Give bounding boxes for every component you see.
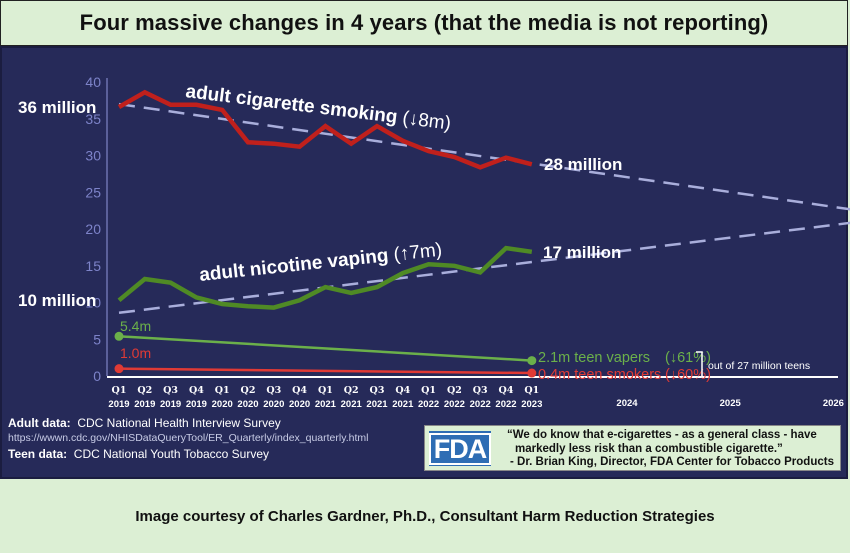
y-tick-label: 35 — [85, 111, 101, 127]
vaping-start-label: 10 million — [18, 291, 96, 310]
x-tick-quarter: Q2 — [447, 385, 462, 396]
y-tick-label: 20 — [85, 221, 101, 237]
x-tick-quarter: Q4 — [292, 385, 307, 396]
cigarette-title-group: adult cigarette smoking (↓8m) — [184, 81, 452, 134]
fda-quote: “We do know that e-cigarettes - as a gen… — [507, 429, 834, 470]
x-tick-future-year: 2026 — [823, 398, 844, 409]
y-tick-label: 40 — [85, 74, 101, 90]
y-tick-label: 10 — [85, 295, 101, 311]
x-tick-year: 2020 — [289, 399, 310, 410]
data-sources: Adult data: CDC National Health Intervie… — [8, 416, 368, 462]
teen-smokers-start-label: 1.0m — [120, 345, 151, 361]
cigarette-change: (↓8m) — [401, 108, 452, 135]
teen-bracket — [696, 351, 703, 378]
y-tick-label: 30 — [85, 148, 101, 164]
teen-total-annotation: out of 27 million teens — [708, 360, 810, 372]
teen-source-value: CDC National Youth Tobacco Survey — [73, 447, 270, 461]
x-tick-quarter: Q3 — [473, 385, 488, 396]
y-tick-label: 5 — [93, 331, 101, 347]
x-tick-quarter: Q4 — [189, 385, 204, 396]
adult-source-url[interactable]: https://wwwn.cdc.gov/NHISDataQueryTool/E… — [8, 432, 369, 444]
x-tick-year: 2019 — [108, 399, 129, 410]
x-tick-quarter: Q1 — [524, 385, 539, 396]
x-tick-year: 2022 — [495, 399, 516, 410]
vaping-title-group: adult nicotine vaping (↑7m) — [198, 240, 443, 286]
teen-smokers-change: (↓60%) — [665, 367, 711, 383]
chart-panel — [0, 46, 848, 479]
teen-smokers-end-point — [527, 368, 537, 378]
cigarette-end-label: 28 million — [544, 155, 622, 174]
x-tick-quarter: Q2 — [344, 385, 359, 396]
teen-smokers-line — [118, 367, 532, 375]
teen-source: Teen data: CDC National Youth Tobacco Su… — [8, 447, 368, 462]
x-tick-year: 2022 — [470, 399, 491, 410]
adult-source-label: Adult data: — [8, 416, 71, 430]
footer: Image courtesy of Charles Gardner, Ph.D.… — [0, 479, 850, 553]
x-tick-year: 2023 — [521, 399, 542, 410]
x-tick-year: 2020 — [237, 399, 258, 410]
x-tick-year: 2019 — [160, 399, 181, 410]
x-tick-quarter: Q3 — [163, 385, 178, 396]
fda-logo: FDA — [428, 431, 492, 466]
teen-vapers-start-label: 5.4m — [120, 318, 151, 334]
teen-source-label: Teen data: — [8, 447, 68, 461]
x-tick-quarter: Q4 — [499, 385, 514, 396]
title-bar: Four massive changes in 4 years (that th… — [0, 0, 848, 46]
x-tick-future-year: 2025 — [720, 398, 742, 409]
x-tick-quarter: Q3 — [266, 385, 281, 396]
vaping-title-text: adult nicotine vaping — [198, 245, 394, 286]
quote-attribution: - Dr. Brian King, Director, FDA Center f… — [510, 456, 834, 468]
x-tick-year: 2021 — [366, 399, 388, 410]
x-tick-year: 2021 — [315, 399, 337, 410]
teen-smokers-end-label: 0.4m teen smokers — [538, 367, 661, 383]
x-tick-quarter: Q2 — [241, 385, 256, 396]
adult-source: Adult data: CDC National Health Intervie… — [8, 416, 368, 431]
teen-vapers-end-point — [527, 356, 537, 366]
x-tick-year: 2021 — [392, 399, 414, 410]
x-tick-quarter: Q1 — [112, 385, 127, 396]
x-tick-year: 2022 — [418, 399, 439, 410]
x-tick-quarter: Q1 — [215, 385, 230, 396]
cigarette-series-title: adult cigarette smoking (↓8m) — [184, 81, 452, 134]
y-tick-label: 0 — [93, 368, 101, 384]
series-lines — [114, 89, 537, 378]
vaping-series-title: adult nicotine vaping (↑7m) — [198, 240, 443, 286]
cigarette-start-label: 36 million — [18, 98, 96, 117]
footer-credit: Image courtesy of Charles Gardner, Ph.D.… — [135, 507, 715, 525]
x-tick-quarter: Q2 — [137, 385, 152, 396]
x-tick-quarter: Q4 — [395, 385, 410, 396]
x-tick-quarter: Q1 — [318, 385, 333, 396]
teen-smokers-start-point — [114, 364, 124, 374]
cigarette-title-text: adult cigarette smoking — [184, 81, 403, 128]
vaping-end-label: 17 million — [543, 243, 621, 262]
x-tick-future-year: 2024 — [616, 398, 638, 409]
x-tick-year: 2020 — [263, 399, 284, 410]
axes: 0510152025303540Q12019Q22019Q32019Q42019… — [85, 74, 844, 410]
fda-quote-box: FDA “We do know that e-cigarettes - as a… — [424, 425, 841, 471]
chart-title: Four massive changes in 4 years (that th… — [79, 10, 769, 35]
y-tick-label: 15 — [85, 258, 101, 274]
adult-source-value: CDC National Health Interview Survey — [77, 416, 281, 430]
x-tick-year: 2022 — [444, 399, 465, 410]
x-tick-year: 2020 — [212, 399, 233, 410]
x-tick-quarter: Q1 — [421, 385, 436, 396]
teen-vapers-change: (↓61%) — [665, 350, 711, 366]
x-tick-year: 2021 — [341, 399, 363, 410]
teen-vapers-start-point — [114, 331, 124, 341]
quote-line-1: “We do know that e-cigarettes - as a gen… — [507, 429, 817, 441]
teen-vapers-line — [118, 335, 532, 362]
vaping-change: (↑7m) — [393, 240, 443, 266]
x-tick-year: 2019 — [186, 399, 207, 410]
teen-vapers-end-label: 2.1m teen vapers — [538, 350, 650, 366]
y-tick-label: 25 — [85, 184, 101, 200]
x-tick-quarter: Q3 — [370, 385, 385, 396]
quote-line-2: markedly less risk than a combustible ci… — [515, 442, 783, 455]
x-tick-year: 2019 — [134, 399, 155, 410]
